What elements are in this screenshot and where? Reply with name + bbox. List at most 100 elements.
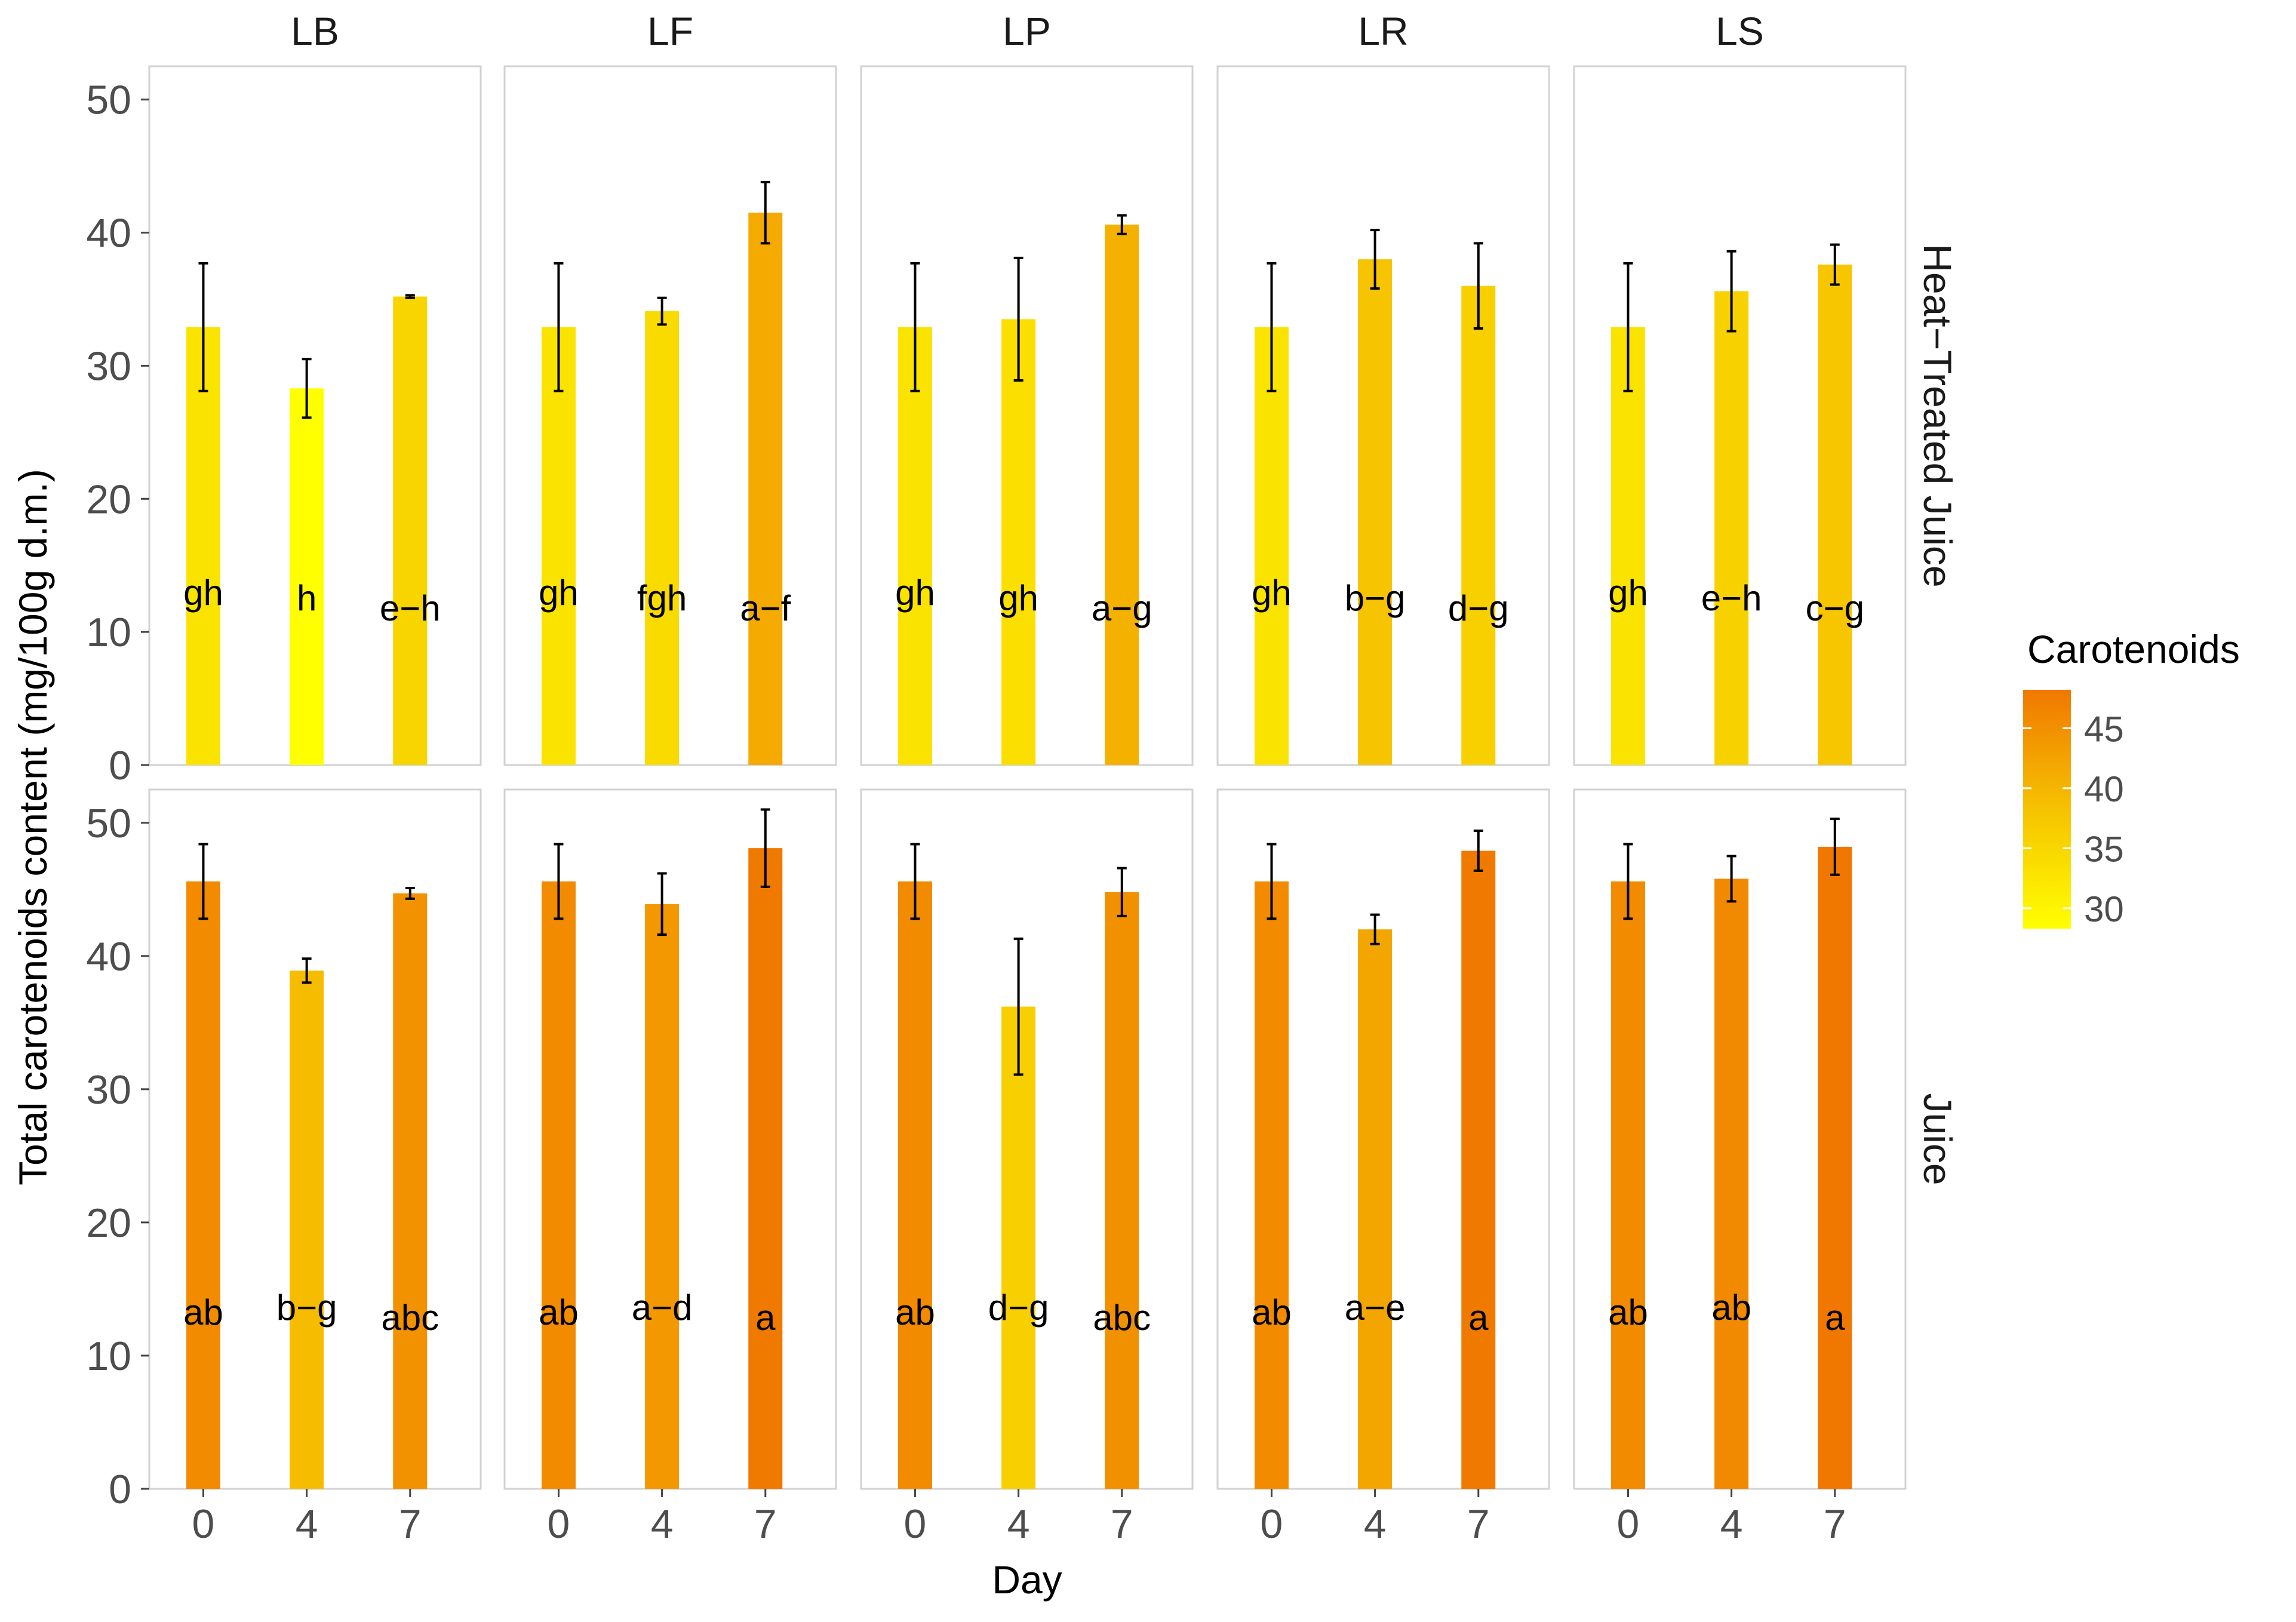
error-bar — [910, 262, 920, 392]
facet-column-label: LR — [1358, 9, 1408, 53]
error-bar — [1370, 229, 1380, 290]
significance-letter: c−g — [1806, 588, 1864, 628]
bar — [1818, 265, 1852, 765]
x-tick-label: 4 — [1364, 1501, 1387, 1547]
significance-letter: ab — [1608, 1292, 1648, 1332]
error-bar — [1013, 256, 1023, 382]
y-tick-label: 20 — [86, 477, 131, 522]
bar — [186, 881, 220, 1489]
facet-column-label: LB — [291, 9, 339, 53]
bar — [1254, 327, 1289, 765]
significance-letter: a−e — [1345, 1288, 1406, 1328]
bar — [1358, 929, 1393, 1489]
significance-letter: abc — [1093, 1298, 1151, 1338]
error-bar — [1473, 242, 1483, 330]
error-bar — [760, 180, 770, 245]
bar — [393, 893, 428, 1489]
error-bar — [405, 887, 415, 900]
legend-tick-label: 30 — [2084, 889, 2124, 929]
panel-heat-treated-juice-lp: gh gh a−g — [860, 65, 1194, 766]
significance-letter: gh — [1608, 573, 1648, 613]
error-bar — [1267, 262, 1277, 392]
error-bar — [1830, 818, 1840, 876]
x-tick-label: 0 — [192, 1501, 215, 1547]
bar — [1818, 846, 1852, 1489]
significance-letter: a−d — [632, 1288, 693, 1328]
bar — [898, 327, 932, 765]
bar — [290, 970, 324, 1489]
bar — [1461, 285, 1496, 765]
y-axis-title: Total carotenoids content (mg/100g d.m.) — [11, 469, 55, 1185]
x-tick-label: 7 — [1467, 1501, 1490, 1547]
x-tick-label: 0 — [548, 1501, 570, 1547]
x-tick-label: 0 — [904, 1501, 927, 1547]
error-bar — [1013, 937, 1023, 1076]
error-bar — [760, 808, 770, 888]
bar — [1714, 878, 1749, 1489]
bar — [1610, 881, 1645, 1489]
x-tick-label: 0 — [1617, 1501, 1640, 1547]
significance-letter: a — [1825, 1298, 1845, 1338]
y-tick-label: 30 — [86, 343, 131, 389]
error-bar — [198, 262, 208, 392]
panel-juice-ls: ab ab a — [1573, 788, 1907, 1490]
significance-letter: ab — [1252, 1292, 1292, 1332]
significance-letter: h — [297, 578, 316, 618]
error-bar — [1370, 913, 1380, 945]
legend-tick-label: 40 — [2084, 769, 2124, 809]
x-tick-label: 4 — [1720, 1501, 1743, 1547]
bar — [186, 327, 220, 765]
error-bar — [1267, 843, 1277, 920]
significance-letter: a — [755, 1298, 776, 1338]
facet-column-label: LF — [647, 9, 693, 53]
significance-letter: b−g — [1345, 578, 1406, 618]
bar — [748, 213, 783, 766]
panel-heat-treated-juice-lb: gh h e−h — [148, 65, 482, 766]
y-tick-label: 30 — [86, 1067, 131, 1113]
x-tick-label: 7 — [1824, 1501, 1846, 1547]
error-bar — [198, 843, 208, 920]
legend-colorbar — [2023, 690, 2071, 929]
bar — [1254, 881, 1289, 1489]
bar — [1610, 327, 1645, 765]
significance-letter: ab — [183, 1292, 223, 1332]
error-bar — [554, 843, 564, 920]
error-bar — [405, 294, 415, 299]
facet-row-label: Juice — [1916, 1093, 1960, 1185]
significance-letter: d−g — [1448, 588, 1509, 628]
x-tick-label: 0 — [1261, 1501, 1283, 1547]
legend: Carotenoids 30 35 40 45 — [2023, 627, 2240, 929]
significance-letter: e−h — [1701, 578, 1762, 618]
y-tick-label: 40 — [86, 211, 131, 256]
significance-letter: gh — [998, 578, 1038, 618]
bar — [645, 311, 680, 765]
bar — [1714, 291, 1749, 766]
significance-letter: a−f — [740, 588, 791, 628]
bar — [1001, 319, 1036, 765]
bar — [1105, 892, 1139, 1489]
bar — [1001, 1006, 1036, 1489]
significance-letter: gh — [539, 573, 579, 613]
panel-juice-lf: ab a−d a — [503, 788, 837, 1490]
y-tick-label: 10 — [86, 610, 131, 655]
error-bar — [910, 843, 920, 920]
significance-letter: abc — [381, 1298, 439, 1338]
error-bar — [657, 296, 667, 326]
y-tick-label: 0 — [109, 1467, 131, 1512]
significance-letter: b−g — [276, 1288, 337, 1328]
panel-juice-lr: ab a−e a — [1216, 788, 1550, 1490]
panel-heat-treated-juice-lr: gh b−g d−g — [1216, 65, 1550, 766]
facet-column-label: LP — [1003, 9, 1051, 53]
error-bar — [1623, 843, 1633, 920]
significance-letter: d−g — [988, 1288, 1049, 1328]
significance-letter: gh — [183, 573, 223, 613]
panel-juice-lb: ab b−g abc — [148, 788, 482, 1490]
x-tick-label: 7 — [399, 1501, 422, 1547]
bar — [290, 388, 324, 765]
panel-juice-lp: ab d−g abc — [860, 788, 1194, 1490]
bar — [748, 848, 783, 1489]
bar — [1358, 259, 1393, 766]
error-bar — [554, 262, 564, 392]
